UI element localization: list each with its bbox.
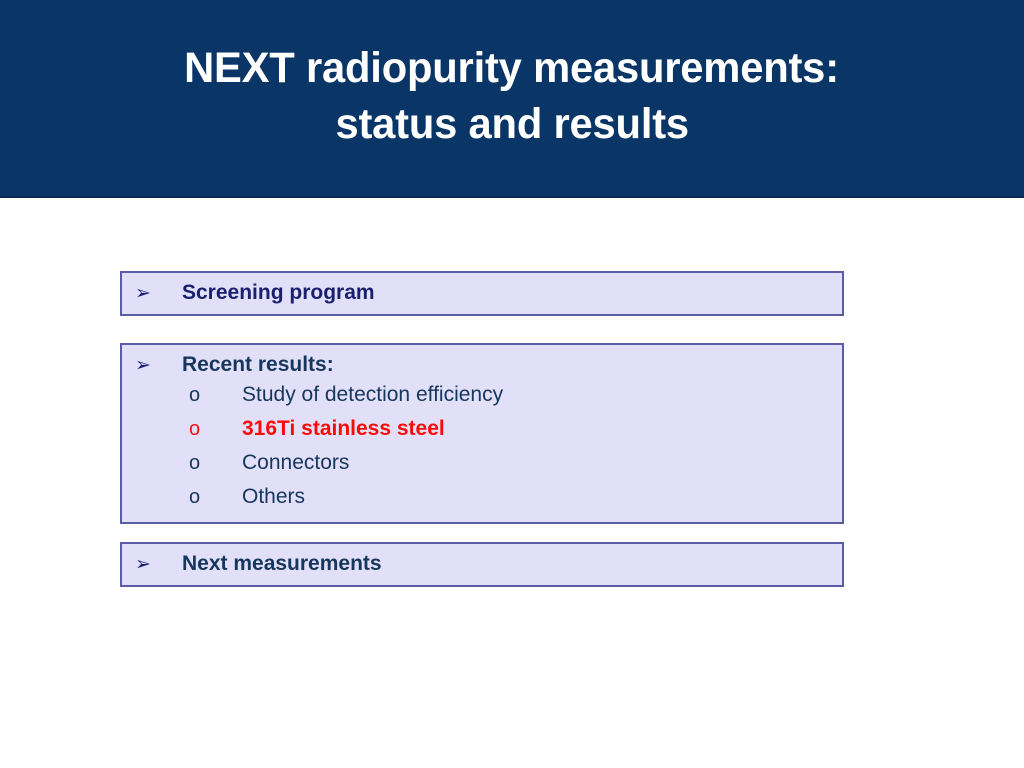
list-item-label: Others xyxy=(242,485,306,508)
list-item-label: Study of detection efficiency xyxy=(242,383,504,406)
bullet-row-recent-results: ➢ Recent results: xyxy=(122,352,842,378)
content-box-screening-program[interactable]: ➢ Screening program xyxy=(120,271,844,316)
bullet-row-next-measurements: ➢ Next measurements xyxy=(122,551,842,577)
list-item-label: Connectors xyxy=(242,451,350,474)
bullet-row-screening-program: ➢ Screening program xyxy=(122,280,842,306)
slide-title-line-2: status and results xyxy=(335,100,689,148)
circle-bullet-icon: o xyxy=(189,384,201,406)
list-item-others: o Others xyxy=(122,480,842,514)
slide-content-area: ➢ Screening program ➢ Recent results: o … xyxy=(120,271,844,587)
content-box-recent-results[interactable]: ➢ Recent results: o Study of detection e… xyxy=(120,343,844,524)
list-item-label: 316Ti stainless steel xyxy=(242,417,445,440)
slide-title-banner: NEXT radiopurity measurements: status an… xyxy=(0,0,1024,198)
circle-bullet-icon: o xyxy=(189,418,201,440)
slide-title-line-1: NEXT radiopurity measurements: xyxy=(184,44,840,92)
arrow-bullet-icon: ➢ xyxy=(135,553,151,575)
arrow-bullet-icon: ➢ xyxy=(135,282,151,304)
circle-bullet-icon: o xyxy=(189,486,201,508)
arrow-bullet-icon: ➢ xyxy=(135,354,151,376)
circle-bullet-icon: o xyxy=(189,452,201,474)
list-item-connectors: o Connectors xyxy=(122,446,842,480)
heading-recent-results: Recent results: xyxy=(182,353,334,376)
heading-next-measurements: Next measurements xyxy=(182,552,382,575)
list-item-detection-efficiency: o Study of detection efficiency xyxy=(122,378,842,412)
content-box-next-measurements[interactable]: ➢ Next measurements xyxy=(120,542,844,587)
heading-screening-program: Screening program xyxy=(182,281,375,304)
list-item-316ti-stainless-steel: o 316Ti stainless steel xyxy=(122,412,842,446)
